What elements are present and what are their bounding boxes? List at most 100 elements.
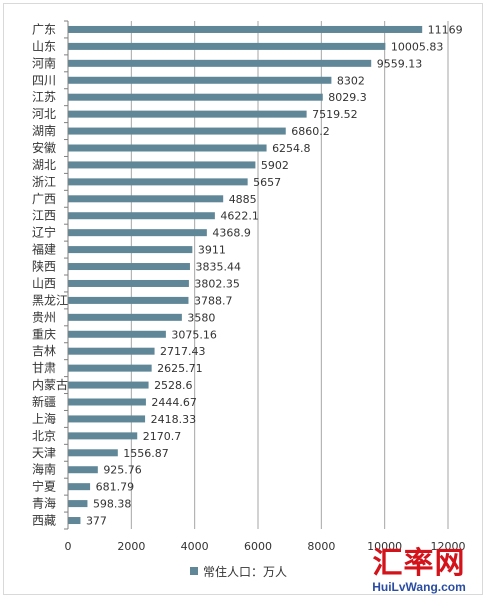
- data-label: 598.38: [93, 498, 132, 511]
- watermark-url: HuiLvWang.com: [372, 580, 466, 594]
- bar: [68, 195, 224, 203]
- x-tick-label: 6000: [244, 540, 272, 553]
- bar: [68, 381, 149, 389]
- data-label: 11169: [428, 23, 463, 36]
- category-label: 内蒙古: [32, 377, 68, 392]
- category-label: 陕西: [32, 259, 56, 274]
- watermark-main: 汇率网: [372, 546, 466, 581]
- category-label: 黑龙江: [32, 293, 68, 307]
- data-label: 2528.6: [154, 379, 193, 392]
- data-label: 377: [86, 515, 107, 528]
- data-label: 6254.8: [272, 142, 311, 155]
- category-label: 北京: [32, 429, 56, 443]
- category-label: 山东: [32, 39, 56, 53]
- data-label: 2625.71: [157, 362, 203, 375]
- legend: 常住人口：万人: [190, 565, 287, 579]
- data-label: 4368.9: [212, 227, 251, 240]
- category-label: 福建: [32, 242, 56, 257]
- category-labels: 广东山东河南四川江苏河北湖南安徽湖北浙江广西江西辽宁福建陕西山西黑龙江贵州重庆吉…: [32, 22, 68, 527]
- value-labels: 11169 10005.83 9559.13 8302 8029.3 7519.52 686…: [86, 23, 463, 527]
- x-tick-label: 12000: [431, 540, 466, 553]
- category-label: 天津: [32, 446, 56, 460]
- category-label: 宁夏: [32, 479, 56, 494]
- category-label: 四川: [32, 73, 56, 87]
- category-label: 河北: [32, 107, 56, 121]
- data-label: 681.79: [96, 481, 135, 494]
- data-label: 3788.7: [194, 294, 233, 307]
- category-label: 甘肃: [32, 361, 56, 375]
- x-tick-label: 4000: [181, 540, 209, 553]
- legend-label: 常住人口：万人: [203, 565, 287, 579]
- bar: [68, 500, 88, 508]
- category-label: 重庆: [32, 327, 56, 341]
- data-label: 10005.83: [391, 40, 444, 53]
- bar: [68, 432, 138, 440]
- x-tick-label: 2000: [117, 540, 145, 553]
- bar: [68, 415, 146, 423]
- bar: [68, 398, 146, 406]
- category-label: 河南: [32, 55, 56, 70]
- bar: [68, 144, 267, 152]
- bar: [68, 313, 182, 321]
- data-label: 4622.1: [220, 210, 259, 223]
- bars: [68, 25, 423, 525]
- data-label: 7519.52: [312, 108, 358, 121]
- category-label: 安徽: [32, 140, 56, 155]
- category-label: 广西: [32, 192, 56, 206]
- watermark-logo: 汇率网 HuiLvWang.com: [359, 546, 479, 595]
- data-label: 925.76: [103, 464, 142, 477]
- category-label: 上海: [32, 411, 56, 426]
- bar: [68, 347, 155, 355]
- bar: [68, 364, 152, 372]
- data-label: 8302: [337, 74, 365, 87]
- data-label: 2170.7: [143, 430, 182, 443]
- data-label: 2717.43: [160, 345, 206, 358]
- data-label: 2444.67: [151, 396, 197, 409]
- data-label: 3075.16: [171, 328, 217, 341]
- bar: [68, 42, 386, 50]
- category-label: 广东: [32, 22, 56, 36]
- data-label: 1556.87: [123, 447, 168, 460]
- bar: [68, 246, 193, 254]
- category-label: 湖南: [32, 123, 56, 138]
- gridlines: [64, 20, 449, 530]
- category-label: 新疆: [32, 394, 56, 409]
- data-label: 6860.2: [291, 125, 330, 138]
- x-tick-label: 8000: [307, 540, 335, 553]
- bar: [68, 25, 423, 33]
- data-label: 3802.35: [194, 277, 240, 290]
- category-label: 辽宁: [32, 225, 56, 240]
- category-label: 江西: [32, 209, 56, 223]
- category-label: 吉林: [32, 344, 56, 358]
- bar: [68, 110, 307, 118]
- bar: [68, 178, 248, 186]
- bar: [68, 483, 91, 491]
- bar: [68, 59, 372, 67]
- bar: [68, 449, 118, 457]
- bar: [68, 466, 98, 474]
- bar: [68, 127, 286, 135]
- bar: [68, 279, 189, 287]
- category-label: 西藏: [32, 514, 56, 528]
- legend-swatch: [190, 567, 198, 575]
- category-label: 江苏: [32, 90, 56, 104]
- category-label: 青海: [32, 496, 56, 511]
- data-label: 3835.44: [195, 261, 241, 274]
- bar: [68, 296, 189, 304]
- x-axis-ticks: 0 2000 4000 6000 8000 10000 12000: [65, 540, 466, 553]
- data-label: 5657: [253, 176, 281, 189]
- x-tick-label: 0: [65, 540, 72, 553]
- bar: [68, 93, 323, 101]
- bar: [68, 330, 166, 338]
- category-label: 湖北: [32, 157, 56, 172]
- category-label: 山西: [32, 276, 56, 290]
- bar: [68, 212, 215, 220]
- category-label: 海南: [32, 462, 56, 477]
- category-label: 贵州: [32, 310, 56, 324]
- data-label: 9559.13: [377, 57, 423, 70]
- data-label: 4885: [229, 193, 257, 206]
- bar: [68, 229, 207, 237]
- bar: [68, 263, 190, 271]
- bar: [68, 161, 256, 169]
